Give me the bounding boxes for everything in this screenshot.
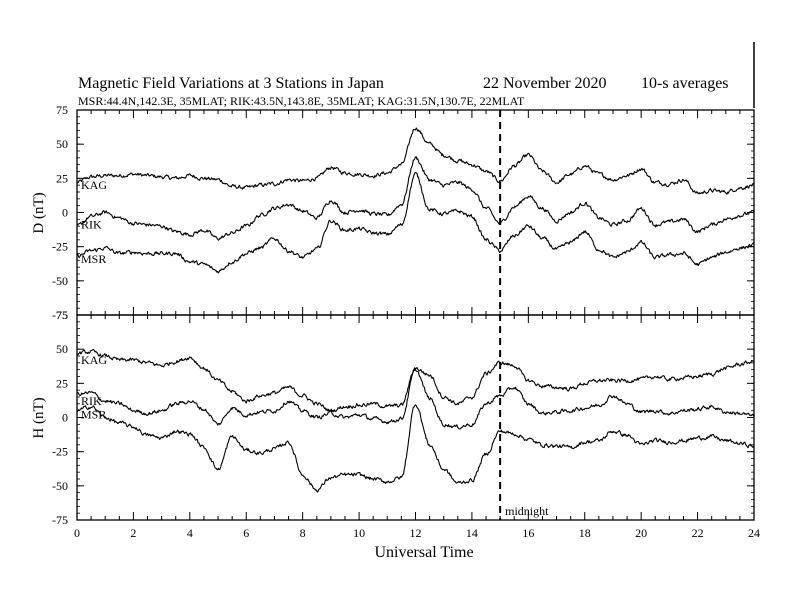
h-ytick-label: 0	[62, 411, 68, 425]
h-ytick-label: 50	[56, 342, 68, 356]
midnight-annotation: midnight	[505, 504, 549, 518]
h-xtick-label: 12	[410, 526, 422, 540]
h-xtick-label: 16	[522, 526, 534, 540]
h-xtick-label: 2	[130, 526, 136, 540]
chart-title: Magnetic Field Variations at 3 Stations …	[78, 75, 384, 92]
stations-coordinates: MSR:44.4N,142.3E, 35MLAT; RIK:43.5N,143.…	[78, 94, 525, 108]
d-series-msr	[76, 172, 755, 274]
chart-averaging: 10-s averages	[641, 75, 729, 92]
d-component-panel: -75 -50 -25 0 25 50 75 KAG RIK MSR D (nT)	[31, 103, 755, 322]
h-xtick-label: 10	[353, 526, 365, 540]
d-panel-series-labels: KAG RIK MSR	[81, 178, 107, 266]
d-ytick-label: 25	[56, 171, 68, 185]
h-xtick-label: 24	[748, 526, 760, 540]
h-series-label-rik: RIK	[81, 394, 102, 408]
d-panel-ylabel: D (nT)	[31, 192, 47, 233]
h-xtick-label: 6	[243, 526, 249, 540]
h-xtick-label: 4	[187, 526, 193, 540]
h-xtick-label: 20	[635, 526, 647, 540]
d-series-kag	[76, 127, 755, 195]
h-xtick-label: 22	[692, 526, 704, 540]
d-ytick-label: 75	[56, 103, 68, 117]
d-ytick-label: 0	[62, 206, 68, 220]
d-series-rik	[76, 156, 755, 241]
d-series-label-msr: MSR	[81, 252, 106, 266]
h-panel-frame	[76, 314, 755, 521]
d-panel-axes: -75 -50 -25 0 25 50 75	[52, 103, 755, 322]
h-ytick-label: -50	[52, 479, 68, 493]
chart-date: 22 November 2020	[483, 75, 607, 92]
d-series-label-kag: KAG	[81, 178, 107, 192]
h-xtick-label: 0	[74, 526, 80, 540]
h-xtick-label: 14	[466, 526, 478, 540]
h-series-rik	[76, 367, 755, 430]
h-panel-ylabel: H (nT)	[31, 397, 47, 438]
h-ytick-label: 25	[56, 376, 68, 390]
h-ytick-label: 75	[56, 308, 68, 322]
d-ytick-label: -25	[52, 240, 68, 254]
d-ytick-label: -50	[52, 274, 68, 288]
h-series-label-kag: KAG	[81, 353, 107, 367]
d-panel-frame	[76, 109, 755, 316]
h-ytick-label: -75	[52, 513, 68, 527]
h-xtick-label: 18	[579, 526, 591, 540]
h-series-kag	[76, 348, 755, 413]
d-panel-series	[76, 127, 755, 274]
d-series-label-rik: RIK	[81, 218, 102, 232]
h-xtick-label: 8	[300, 526, 306, 540]
h-series-label-msr: MSR	[81, 408, 106, 422]
chart-header: Magnetic Field Variations at 3 Stations …	[78, 75, 729, 108]
h-panel-series	[76, 348, 755, 493]
d-ytick-label: -75	[52, 308, 68, 322]
x-axis-label: Universal Time	[374, 544, 473, 561]
d-ytick-label: 50	[56, 137, 68, 151]
h-series-msr	[76, 404, 755, 493]
h-ytick-label: -25	[52, 445, 68, 459]
